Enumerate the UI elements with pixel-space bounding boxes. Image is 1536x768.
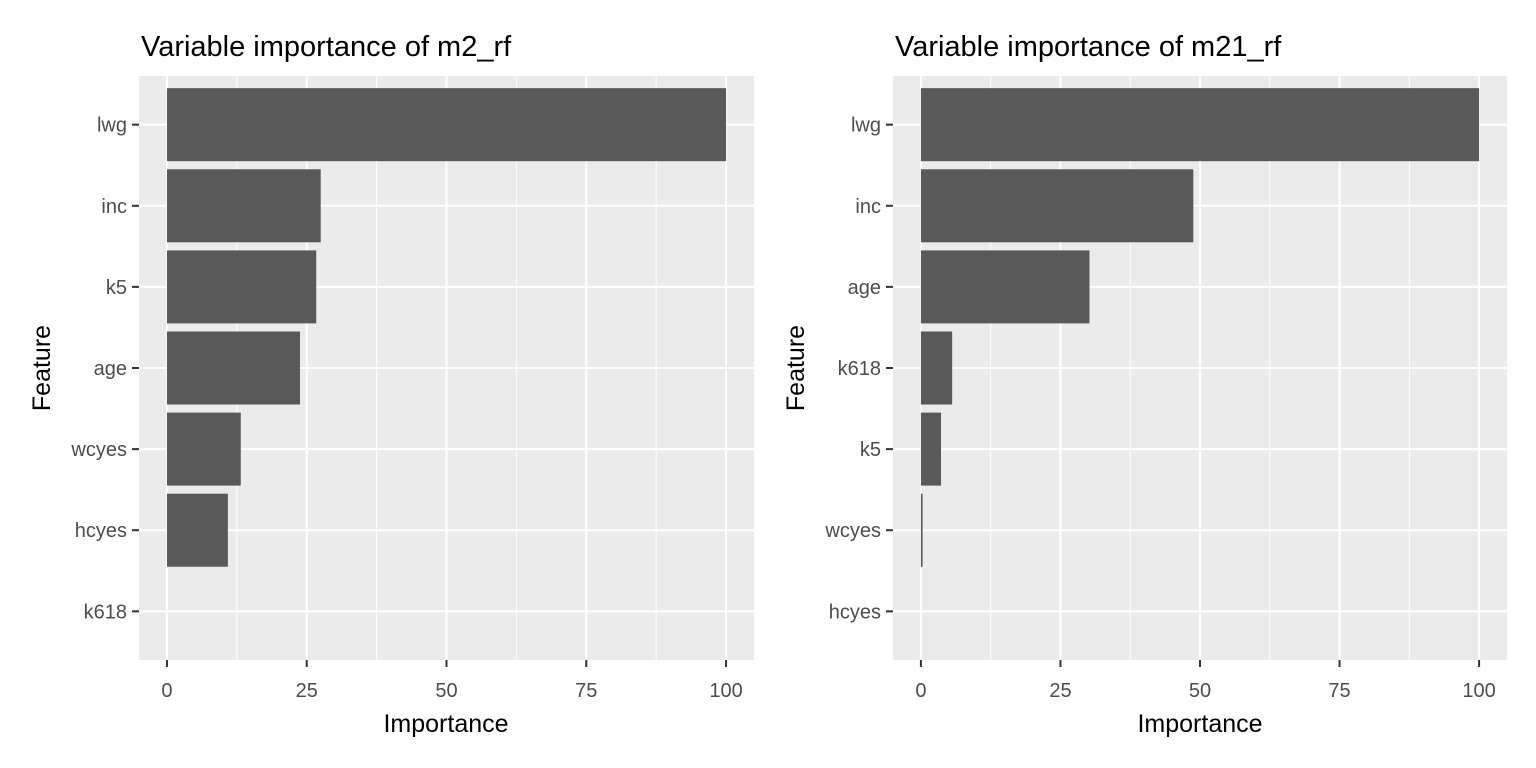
y-axis-title: Feature	[28, 325, 56, 411]
x-tick-label: 75	[1328, 680, 1350, 702]
x-tick-label: 100	[1462, 680, 1495, 702]
x-tick-label: 25	[1049, 680, 1071, 702]
x-tick-label: 25	[296, 680, 318, 702]
y-tick-label: k5	[106, 277, 127, 299]
x-tick-label: 75	[575, 680, 597, 702]
bar-k5	[166, 250, 317, 324]
y-tick-label: wcyes	[70, 439, 127, 461]
x-tick-label: 100	[709, 680, 742, 702]
chart-title: Variable importance of m2_rf	[141, 31, 512, 63]
x-tick-label: 50	[1189, 680, 1211, 702]
bar-hcyes	[166, 493, 228, 567]
y-tick-label: wcyes	[824, 520, 881, 542]
bar-lwg	[920, 88, 1480, 162]
bar-wcyes	[920, 493, 923, 567]
y-tick-label: k618	[84, 601, 127, 623]
y-axis-title: Feature	[782, 325, 810, 411]
bar-age	[166, 331, 301, 405]
chart-title: Variable importance of m21_rf	[895, 31, 1282, 63]
bar-inc	[166, 169, 321, 243]
bar-wcyes	[166, 412, 241, 486]
x-tick-label: 0	[915, 680, 926, 702]
y-tick-label: lwg	[97, 115, 127, 137]
y-tick-label: hcyes	[829, 601, 881, 623]
bar-lwg	[166, 88, 727, 162]
bar-k618	[920, 331, 953, 405]
x-axis-title: Importance	[383, 710, 508, 738]
bar-inc	[920, 169, 1194, 243]
y-tick-label: hcyes	[75, 520, 127, 542]
chart-m21-rf: lwg inc age k618 k5 wcyes hcyes 0 25 50 75 100 Varia…	[782, 31, 1507, 738]
y-tick-label: age	[94, 358, 127, 380]
x-tick-label: 0	[161, 680, 172, 702]
y-tick-label: lwg	[851, 115, 881, 137]
y-tick-label: k618	[838, 358, 881, 380]
bar-k5	[920, 412, 942, 486]
chart-m2-rf: lwg inc k5 age wcyes hcyes k618 0 25 50 75 100 Varia…	[28, 31, 754, 738]
y-tick-label: inc	[101, 196, 127, 218]
y-tick-label: age	[848, 277, 881, 299]
x-axis-title: Importance	[1137, 710, 1262, 738]
y-tick-label: inc	[855, 196, 881, 218]
x-tick-label: 50	[435, 680, 457, 702]
y-tick-label: k5	[860, 439, 881, 461]
bar-age	[920, 250, 1090, 324]
